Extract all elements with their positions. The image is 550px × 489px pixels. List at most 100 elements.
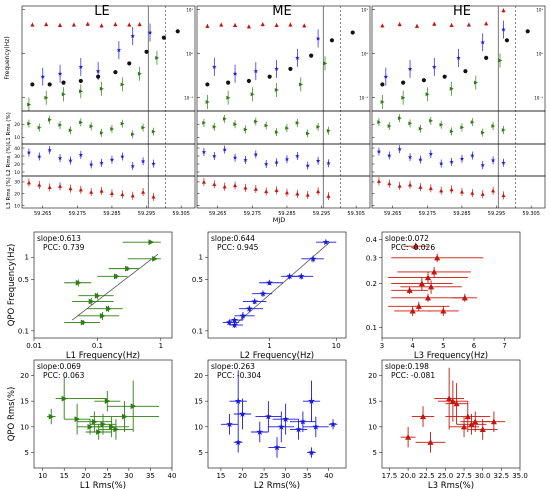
mjd-tick-label: 59.265 xyxy=(384,211,402,217)
y-tick-label: 0.1 xyxy=(366,324,377,332)
y-tick-label: 0.5 xyxy=(192,276,203,284)
x-tick-label: 30 xyxy=(281,472,290,480)
rms-point xyxy=(151,161,156,166)
mjd-tick-label: 59.285 xyxy=(103,211,121,217)
rms-point xyxy=(274,130,279,135)
rms-panel-l2: 40 30 20 10 xyxy=(14,143,196,177)
scatter-panel-p6: 17.5 20.0 22.5 25.0 27.5 30.0 32.5 35.0 5 10 15 20 s… xyxy=(368,359,528,489)
rms-point xyxy=(295,191,300,196)
x-tick-label: 27.5 xyxy=(456,472,472,480)
frequency-series-1 xyxy=(383,20,506,86)
freq-point xyxy=(40,74,46,79)
data-point xyxy=(289,411,316,432)
freq-point xyxy=(57,23,63,27)
data-point xyxy=(64,319,101,326)
marker xyxy=(226,420,233,428)
freq-point xyxy=(274,66,279,71)
marker xyxy=(308,397,315,404)
rms-point xyxy=(141,125,146,130)
freq-point xyxy=(501,8,506,13)
freq-point xyxy=(466,22,471,27)
rms-point xyxy=(99,131,104,135)
rms-point xyxy=(233,183,238,188)
freq-point xyxy=(205,23,210,28)
rms-point xyxy=(376,179,381,183)
mjd-tick-label: 59.285 xyxy=(278,211,296,217)
frequency-series-0 xyxy=(30,21,142,28)
x-tick-label: 25 xyxy=(260,472,269,480)
slope-annotation: slope:0.072 xyxy=(385,234,429,243)
x-tick-label: 15 xyxy=(216,472,225,480)
freq-point xyxy=(501,27,506,32)
freq-point xyxy=(30,82,35,87)
x-tick-label: 17.5 xyxy=(382,472,398,480)
freq-point xyxy=(383,74,389,79)
pcc-annotation: PCC: -0.081 xyxy=(391,371,435,380)
data-point xyxy=(391,277,453,291)
rms-point xyxy=(99,188,104,193)
rms-point xyxy=(480,192,485,196)
frequency-series-3 xyxy=(205,56,328,109)
rms-point xyxy=(428,186,433,191)
marker xyxy=(266,279,273,286)
freq-point xyxy=(226,80,231,85)
frequency-ylabel: Frequency(Hz) xyxy=(4,36,11,79)
freq-point xyxy=(27,102,32,107)
freq-point xyxy=(44,22,49,27)
mjd-tick-label: 59.275 xyxy=(419,211,437,217)
rms-point xyxy=(387,181,392,186)
column-title-me: ME xyxy=(272,4,291,19)
data-point xyxy=(316,238,337,246)
data-point xyxy=(400,426,416,448)
rms-point xyxy=(316,124,321,129)
freq-point xyxy=(250,92,255,97)
marker xyxy=(122,413,128,420)
rms-panel-l3 xyxy=(196,175,371,209)
rms-point xyxy=(201,149,207,154)
frequency-series-2 xyxy=(380,29,530,87)
marker xyxy=(309,255,317,262)
rms-point xyxy=(387,153,392,158)
rms-point xyxy=(274,188,279,192)
pcc-annotation: PCC: 0.063 xyxy=(43,371,85,380)
marker xyxy=(251,298,259,305)
freq-point xyxy=(380,82,385,87)
marker xyxy=(96,429,102,435)
marker xyxy=(265,413,272,420)
rms-panel-frame xyxy=(371,110,546,145)
freq-point xyxy=(380,100,385,104)
rms-point xyxy=(222,184,227,189)
rms-point xyxy=(131,132,135,137)
freq-point xyxy=(78,64,84,69)
rms-point xyxy=(202,120,207,125)
slope-annotation: slope:0.263 xyxy=(211,362,255,371)
freq-point xyxy=(85,21,90,26)
data-point xyxy=(437,380,468,422)
data-point xyxy=(233,398,252,430)
rms-point xyxy=(501,160,506,165)
mjd-tick-label: 59.265 xyxy=(209,211,227,217)
rms-point xyxy=(439,122,444,127)
rms-point xyxy=(222,147,227,152)
freq-tick-label: 10¹ xyxy=(186,7,193,12)
freq-point xyxy=(463,69,468,74)
freq-point xyxy=(147,30,153,35)
data-point xyxy=(252,290,273,297)
rms-point xyxy=(37,154,42,159)
data-point xyxy=(482,411,506,432)
freq-point xyxy=(315,36,321,41)
marker xyxy=(239,312,247,319)
rms-point xyxy=(130,193,135,198)
rms-point xyxy=(428,151,434,156)
rms-point xyxy=(68,158,73,163)
marker xyxy=(256,428,264,435)
rms-point xyxy=(140,158,146,164)
x-tick-label: 1 xyxy=(267,342,271,350)
rms-point xyxy=(407,154,413,159)
freq-point xyxy=(260,22,265,27)
marker xyxy=(231,321,238,328)
marker xyxy=(449,397,456,404)
marker xyxy=(453,400,460,407)
x-tick-label: 40 xyxy=(324,472,333,480)
